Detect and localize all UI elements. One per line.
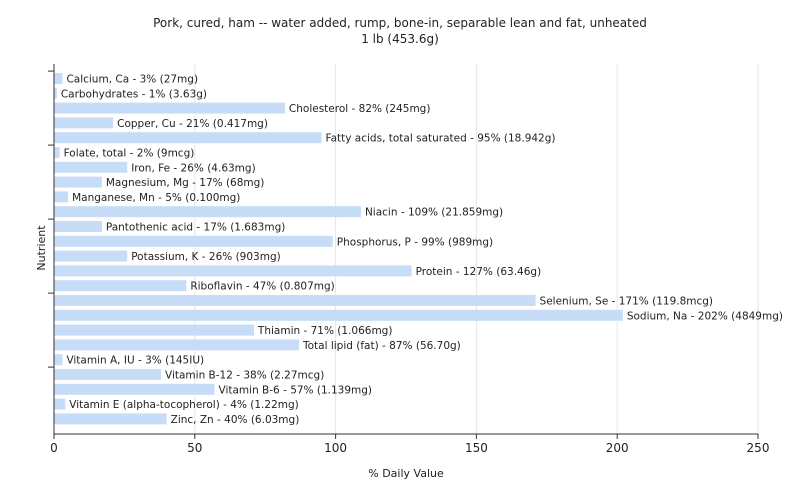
bar-19 [54,354,63,366]
bar-13 [54,265,412,277]
bar-label-22: Vitamin E (alpha-tocopherol) - 4% (1.22m… [69,399,299,411]
bar-label-21: Vitamin B-6 - 57% (1.139mg) [219,384,373,396]
bar-label-7: Magnesium, Mg - 17% (68mg) [106,177,265,189]
bar-label-18: Total lipid (fat) - 87% (56.70g) [302,340,461,352]
bar-label-8: Manganese, Mn - 5% (0.100mg) [72,192,240,204]
bar-16 [54,309,623,321]
bar-label-13: Protein - 127% (63.46g) [416,266,542,278]
bar-8 [54,191,69,203]
bar-2 [54,102,285,114]
bar-label-23: Zinc, Zn - 40% (6.03mg) [171,414,300,426]
bar-0 [54,73,63,84]
bar-12 [54,250,128,262]
bar-6 [54,161,128,173]
bar-label-5: Folate, total - 2% (9mcg) [64,148,195,160]
bar-label-4: Fatty acids, total saturated - 95% (18.9… [326,133,556,145]
bar-17 [54,324,254,336]
bar-23 [54,413,167,425]
x-tick-label-0: 0 [50,441,58,455]
bar-7 [54,176,102,188]
x-axis-label: % Daily Value [368,467,444,480]
bar-22 [54,398,66,410]
chart-title-block: Pork, cured, ham -- water added, rump, b… [0,15,800,47]
x-tick-label-3: 150 [465,441,488,455]
bar-label-16: Sodium, Na - 202% (4849mg) [627,310,783,322]
bar-label-10: Pantothenic acid - 17% (1.683mg) [106,222,285,234]
bar-18 [54,339,299,351]
bar-9 [54,206,361,218]
x-tick-label-2: 100 [324,441,347,455]
chart-title: Pork, cured, ham -- water added, rump, b… [153,16,647,30]
bar-label-6: Iron, Fe - 26% (4.63mg) [131,162,255,174]
bar-14 [54,280,187,292]
bar-1 [54,87,57,99]
bar-label-0: Calcium, Ca - 3% (27mg) [66,74,198,86]
x-tick-label-4: 200 [606,441,629,455]
bar-label-14: Riboflavin - 47% (0.807mg) [190,281,334,293]
y-axis-label: Nutrient [35,225,48,271]
bar-5 [54,147,60,158]
bar-3 [54,117,114,129]
bar-label-1: Carbohydrates - 1% (3.63g) [61,88,207,100]
grid-layer [194,64,759,434]
bar-11 [54,235,333,247]
bar-10 [54,221,102,232]
bar-label-17: Thiamin - 71% (1.066mg) [257,325,393,337]
bar-21 [54,383,215,395]
bar-label-9: Niacin - 109% (21.859mg) [365,207,503,219]
bar-label-12: Potassium, K - 26% (903mg) [131,251,281,263]
chart-subtitle: 1 lb (453.6g) [361,32,439,46]
bar-label-2: Cholesterol - 82% (245mg) [289,103,431,115]
bar-label-15: Selenium, Se - 171% (119.8mcg) [540,296,714,308]
bar-4 [54,132,322,144]
bar-20 [54,369,162,380]
bar-label-11: Phosphorus, P - 99% (989mg) [337,236,493,248]
x-tick-label-1: 50 [187,441,202,455]
x-tick-label-5: 250 [747,441,770,455]
bar-label-19: Vitamin A, IU - 3% (145IU) [66,355,204,367]
bar-layer: Calcium, Ca - 3% (27mg) Carbohydrates - 1… [54,73,783,426]
bar-15 [54,295,536,306]
axis-layer: 0 50 100 150 200 250 [48,64,769,455]
bar-label-3: Copper, Cu - 21% (0.417mg) [117,118,268,130]
bar-label-20: Vitamin B-12 - 38% (2.27mcg) [165,370,324,382]
